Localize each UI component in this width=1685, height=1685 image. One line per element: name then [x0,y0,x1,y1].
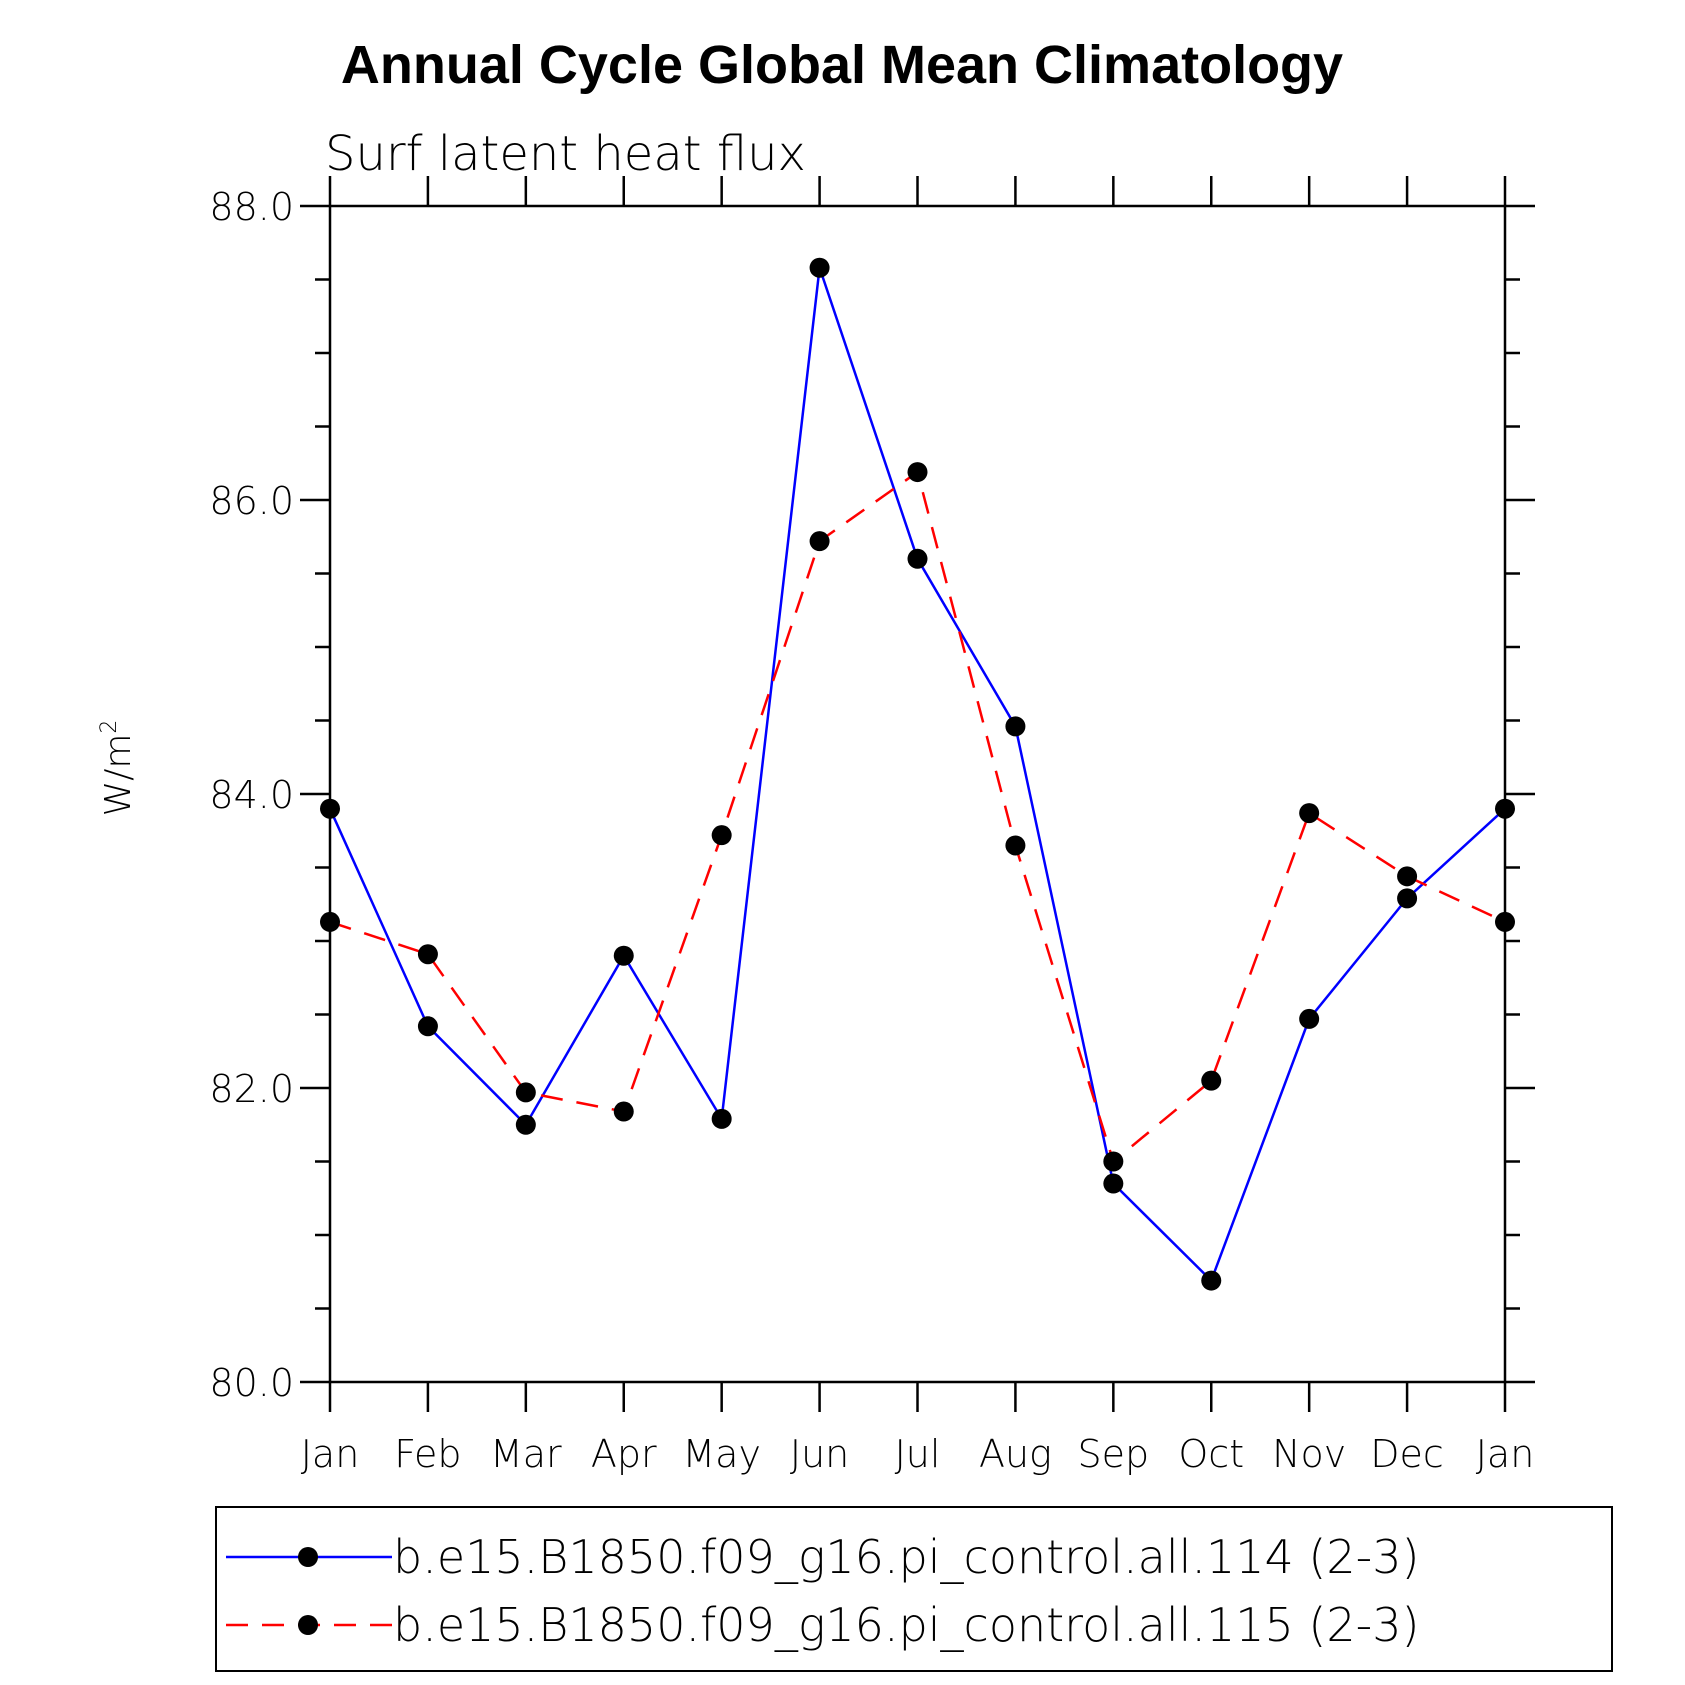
chart-subtitle: Surf latent heat flux [325,126,806,182]
y-tick-label: 82.0 [209,1067,294,1111]
legend-box [215,1506,1613,1672]
data-point-series-1 [1495,911,1515,932]
data-point-series-1 [417,944,438,965]
data-point-series-0 [320,798,340,819]
data-point-series-0 [1201,1270,1222,1291]
data-point-series-0 [711,1108,732,1129]
data-point-series-0 [1005,716,1026,737]
data-point-series-0 [907,548,928,569]
x-tick-label: Sep [1078,1432,1150,1476]
x-tick-label: Nov [1272,1432,1346,1476]
data-point-series-1 [809,531,830,552]
data-point-series-1 [907,462,928,483]
legend-label-series-114: b.e15.B1850.f09_g16.pi_control.all.114 (… [393,1530,1419,1584]
data-point-series-0 [1397,888,1418,909]
legend-marker-series-115 [298,1615,318,1635]
y-axis-label: W/m2 [97,720,139,817]
legend-label-series-115: b.e15.B1850.f09_g16.pi_control.all.115 (… [393,1598,1419,1652]
data-point-series-0 [417,1016,438,1037]
data-point-series-0 [1103,1173,1124,1194]
y-tick-labels: 80.0 82.0 84.0 86.0 88.0 [209,185,294,1405]
chart-title: Annual Cycle Global Mean Climatology [341,35,1343,95]
data-point-series-0 [1299,1008,1320,1029]
x-tick-label: Feb [394,1432,461,1476]
plot-frame [328,204,1507,1384]
series-line-0 [328,267,1506,1283]
data-point-series-0 [1495,798,1515,819]
x-tick-label: Apr [591,1432,657,1476]
legend: b.e15.B1850.f09_g16.pi_control.all.114 (… [215,1506,1613,1672]
series-line-1 [329,470,1506,1164]
x-tick-label: Mar [490,1432,562,1476]
data-point-series-1 [1397,866,1418,887]
x-tick-label: Jun [790,1432,849,1476]
x-tick-labels: Jan Feb Mar Apr May Jun Jul Aug Sep Oct Nov Dec Jan [301,1432,1535,1476]
x-tick-label: Dec [1370,1432,1444,1476]
data-point-series-0 [613,945,634,966]
data-point-series-0 [515,1114,536,1135]
x-tick-label: May [682,1432,761,1476]
data-point-series-1 [613,1101,634,1122]
y-tick-label: 84.0 [209,773,294,817]
y-tick-label: 88.0 [209,185,294,229]
series-layer [320,257,1515,1291]
data-point-series-1 [1005,835,1026,856]
x-tick-label: Jan [1476,1432,1535,1476]
data-point-series-1 [320,911,340,932]
axis-ticks [300,176,1535,1412]
data-point-series-1 [1103,1151,1124,1172]
data-point-series-1 [711,825,732,846]
data-point-series-1 [515,1082,536,1103]
data-point-series-1 [1201,1070,1222,1091]
x-tick-label: Jan [301,1432,360,1476]
x-tick-label: Oct [1178,1432,1244,1476]
data-point-series-1 [1299,803,1320,824]
y-tick-label: 80.0 [209,1361,294,1405]
x-tick-label: Aug [979,1432,1052,1476]
x-tick-label: Jul [895,1432,941,1476]
y-tick-label: 86.0 [209,479,294,523]
data-point-series-0 [809,257,830,278]
legend-marker-series-114 [298,1547,318,1567]
